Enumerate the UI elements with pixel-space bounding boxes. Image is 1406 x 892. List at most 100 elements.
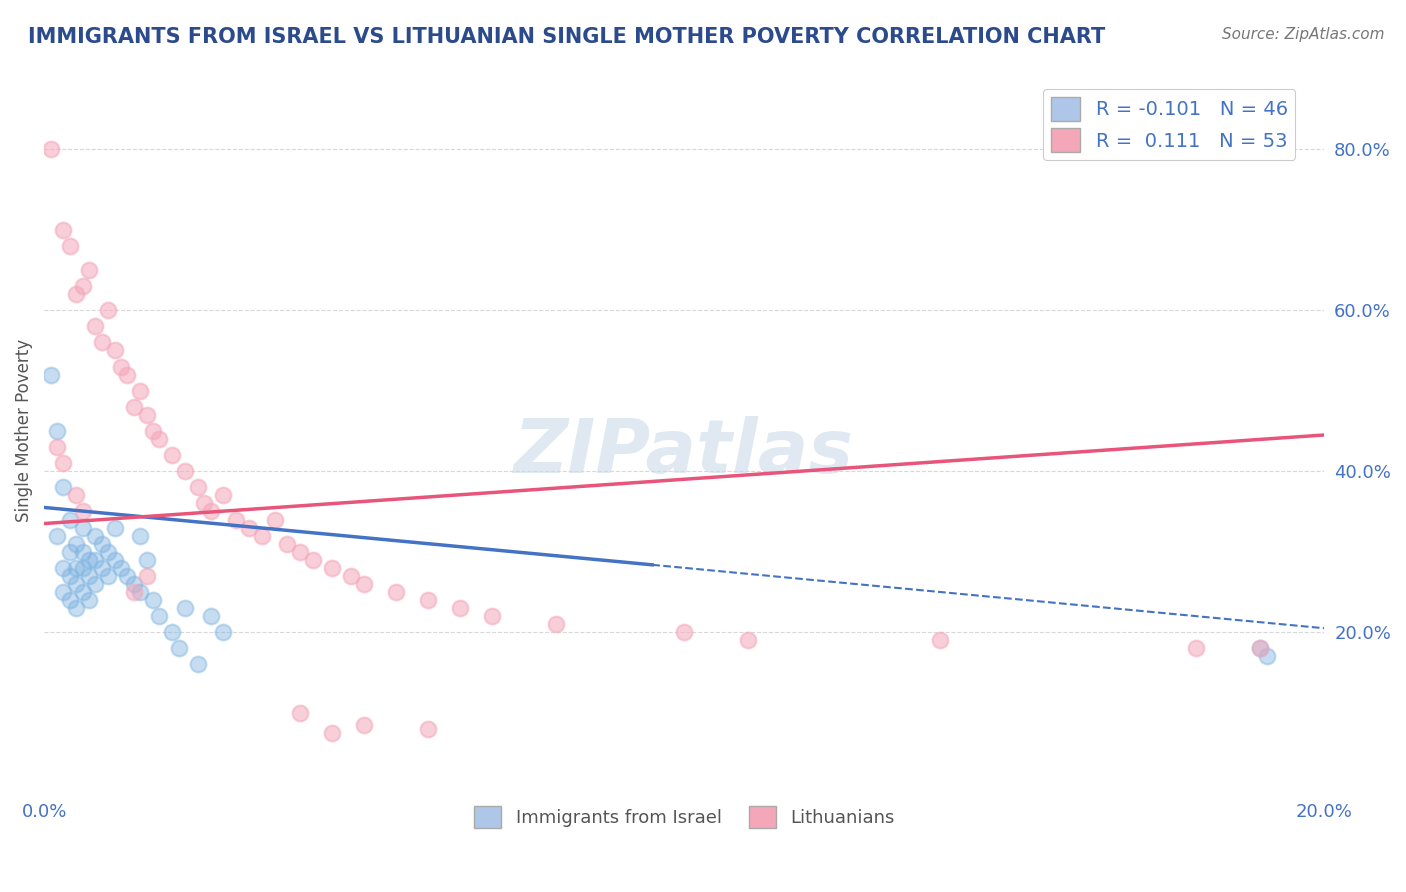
Point (65, 561, 87, 575)
Point (321, 561, 343, 575)
Point (225, 512, 247, 526)
Point (142, 424, 165, 438)
Point (212, 488, 235, 502)
Point (1256, 649, 1278, 664)
Point (72, 585, 94, 599)
Point (77, 593, 100, 607)
Point (110, 359, 132, 374)
Point (84, 577, 107, 591)
Point (90, 561, 112, 575)
Point (302, 553, 325, 567)
Point (122, 585, 145, 599)
Point (117, 368, 139, 382)
Point (59, 545, 82, 559)
Point (97, 303, 120, 318)
Point (59, 569, 82, 583)
Point (193, 496, 215, 510)
Point (45, 424, 67, 438)
Point (288, 545, 311, 559)
Point (135, 569, 157, 583)
Point (129, 528, 152, 542)
Point (353, 718, 375, 732)
Point (129, 585, 152, 599)
Point (97, 545, 120, 559)
Text: ZIPatlas: ZIPatlas (515, 417, 855, 489)
Point (187, 657, 209, 672)
Point (174, 601, 197, 615)
Point (39, 368, 62, 382)
Point (353, 577, 375, 591)
Point (200, 609, 222, 624)
Point (59, 593, 82, 607)
Point (52, 585, 75, 599)
Point (673, 625, 696, 640)
Point (148, 432, 170, 446)
Point (72, 279, 94, 293)
Point (39, 142, 62, 156)
Point (1249, 641, 1271, 656)
Point (52, 222, 75, 236)
Point (72, 561, 94, 575)
Point (52, 480, 75, 494)
Point (148, 609, 170, 624)
Point (135, 408, 157, 422)
Point (84, 528, 107, 542)
Text: IMMIGRANTS FROM ISRAEL VS LITHUANIAN SINGLE MOTHER POVERTY CORRELATION CHART: IMMIGRANTS FROM ISRAEL VS LITHUANIAN SIN… (28, 27, 1105, 46)
Point (59, 512, 82, 526)
Point (142, 593, 165, 607)
Point (321, 726, 343, 740)
Point (45, 440, 67, 454)
Point (418, 722, 440, 736)
Point (174, 464, 197, 478)
Point (481, 609, 503, 624)
Point (52, 456, 75, 470)
Point (122, 577, 145, 591)
Point (238, 520, 260, 534)
Point (72, 545, 94, 559)
Point (59, 238, 82, 252)
Point (250, 528, 273, 542)
Point (84, 319, 107, 334)
Point (65, 537, 87, 551)
Legend: Immigrants from Israel, Lithuanians: Immigrants from Israel, Lithuanians (467, 798, 901, 835)
Point (129, 384, 152, 398)
Point (117, 569, 139, 583)
Point (90, 537, 112, 551)
Point (929, 633, 952, 648)
Point (288, 706, 311, 720)
Point (1249, 641, 1271, 656)
Point (77, 263, 100, 277)
Point (97, 569, 120, 583)
Point (90, 335, 112, 350)
Point (385, 585, 408, 599)
Point (84, 553, 107, 567)
Point (103, 553, 125, 567)
Point (263, 512, 285, 526)
Point (212, 625, 235, 640)
Point (52, 561, 75, 575)
Point (77, 553, 100, 567)
Point (418, 593, 440, 607)
Point (72, 520, 94, 534)
Point (103, 520, 125, 534)
Point (160, 625, 183, 640)
Point (546, 617, 568, 632)
Point (65, 601, 87, 615)
Point (65, 287, 87, 301)
Point (135, 553, 157, 567)
Point (122, 400, 145, 414)
Point (1185, 641, 1208, 656)
Point (167, 641, 190, 656)
Point (77, 569, 100, 583)
Point (200, 504, 222, 518)
Point (110, 561, 132, 575)
Point (276, 537, 298, 551)
Point (72, 504, 94, 518)
Point (160, 448, 183, 462)
Text: Source: ZipAtlas.com: Source: ZipAtlas.com (1222, 27, 1385, 42)
Point (65, 577, 87, 591)
Point (65, 488, 87, 502)
Point (340, 569, 363, 583)
Point (187, 480, 209, 494)
Point (449, 601, 471, 615)
